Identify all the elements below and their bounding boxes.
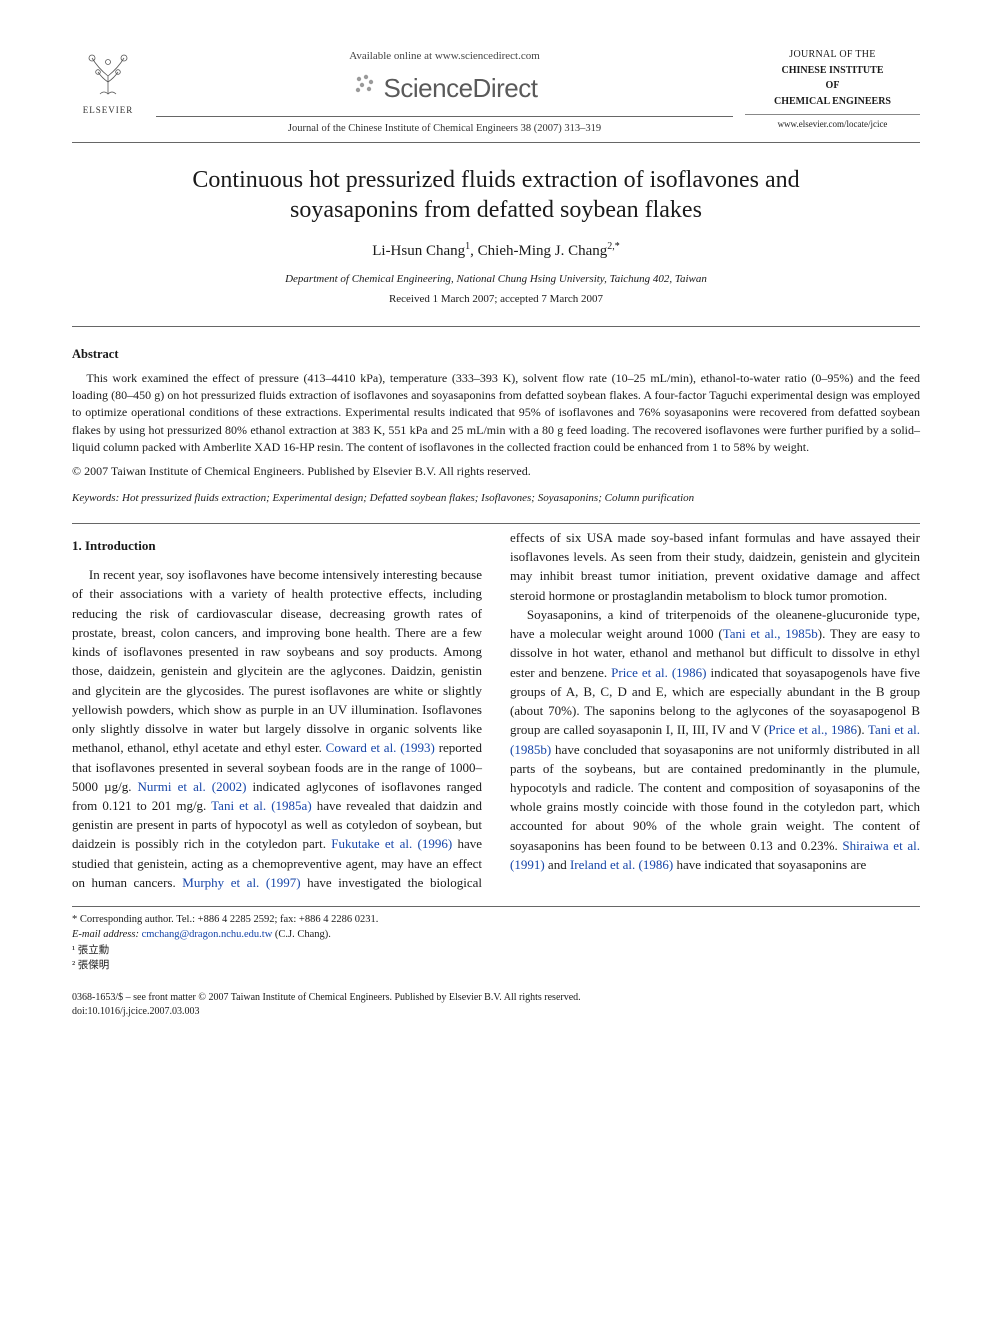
elsevier-wordmark: ELSEVIER <box>72 104 144 118</box>
sciencedirect-wordmark: ScienceDirect <box>384 69 538 108</box>
corresponding-author-note: * Corresponding author. Tel.: +886 4 228… <box>72 912 920 927</box>
affiliation: Department of Chemical Engineering, Nati… <box>72 271 920 288</box>
header-bar: ELSEVIER Available online at www.science… <box>72 48 920 136</box>
journal-box-line1: JOURNAL OF THE <box>745 48 920 62</box>
footnote-1: ¹ 張立勳 <box>72 943 920 958</box>
journal-reference: Journal of the Chinese Institute of Chem… <box>156 121 733 137</box>
authors-sep: , <box>470 243 478 259</box>
intro-p2g: have indicated that soyasaponins are <box>673 857 866 872</box>
citation-price-1986-2[interactable]: Price et al., 1986 <box>768 722 857 737</box>
abstract-text: This work examined the effect of pressur… <box>72 370 920 457</box>
citation-coward-1993[interactable]: Coward et al. (1993) <box>326 740 435 755</box>
citation-tani-1985a[interactable]: Tani et al. (1985a) <box>211 798 312 813</box>
abstract-heading: Abstract <box>72 345 920 364</box>
journal-box-rule <box>745 114 920 115</box>
sciencedirect-mark-icon <box>352 71 378 105</box>
journal-box-line2: CHINESE INSTITUTE <box>745 64 920 78</box>
abstract-block: Abstract This work examined the effect o… <box>72 345 920 481</box>
email-tail: (C.J. Chang). <box>272 929 331 940</box>
corresponding-asterisk: * <box>615 241 620 252</box>
intro-para-2: Soyasaponins, a kind of triterpenoids of… <box>510 605 920 874</box>
keywords-label: Keywords: <box>72 492 119 504</box>
article-title: Continuous hot pressurized fluids extrac… <box>132 165 860 225</box>
intro-p2d: ). <box>857 722 868 737</box>
authors-line: Li-Hsun Chang1, Chieh-Ming J. Chang2,* <box>72 239 920 263</box>
keywords-text: Hot pressurized fluids extraction; Exper… <box>119 492 694 504</box>
keywords-line: Keywords: Hot pressurized fluids extract… <box>72 490 920 507</box>
intro-p2e: have concluded that soyasaponins are not… <box>510 742 920 853</box>
journal-box-line3: OF <box>745 79 920 93</box>
article-dates: Received 1 March 2007; accepted 7 March … <box>72 291 920 308</box>
intro-p2f: and <box>545 857 570 872</box>
elsevier-tree-icon <box>72 48 144 104</box>
header-rule-top <box>156 116 733 117</box>
email-label: E-mail address: <box>72 929 139 940</box>
citation-nurmi-2002[interactable]: Nurmi et al. (2002) <box>138 779 247 794</box>
footnotes-block: * Corresponding author. Tel.: +886 4 228… <box>72 906 920 973</box>
email-line: E-mail address: cmchang@dragon.nchu.edu.… <box>72 927 920 942</box>
header-rule-bottom <box>72 142 920 143</box>
author-1: Li-Hsun Chang <box>372 243 465 259</box>
author-2-sup: 2, <box>607 241 615 252</box>
citation-fukutake-1996[interactable]: Fukutake et al. (1996) <box>331 836 452 851</box>
footer-copyright: 0368-1653/$ – see front matter © 2007 Ta… <box>72 991 920 1005</box>
journal-title-box: JOURNAL OF THE CHINESE INSTITUTE OF CHEM… <box>745 48 920 130</box>
abstract-rule-bottom <box>72 523 920 524</box>
intro-heading: 1. Introduction <box>72 536 482 555</box>
sciencedirect-logo: ScienceDirect <box>156 69 733 108</box>
citation-price-1986-1[interactable]: Price et al. (1986) <box>611 665 706 680</box>
elsevier-logo: ELSEVIER <box>72 48 144 118</box>
abstract-rule-top <box>72 326 920 327</box>
citation-ireland-1986[interactable]: Ireland et al. (1986) <box>570 857 673 872</box>
citation-murphy-1997[interactable]: Murphy et al. (1997) <box>182 875 300 890</box>
journal-url: www.elsevier.com/locate/jcice <box>745 118 920 130</box>
available-online-text: Available online at www.sciencedirect.co… <box>156 48 733 65</box>
footnote-2: ² 張傑明 <box>72 958 920 973</box>
author-2: Chieh-Ming J. Chang <box>478 243 608 259</box>
page-footer: 0368-1653/$ – see front matter © 2007 Ta… <box>72 991 920 1019</box>
citation-tani-1985b-1[interactable]: Tani et al., 1985b <box>723 626 818 641</box>
footer-doi: doi:10.1016/j.jcice.2007.03.003 <box>72 1005 920 1019</box>
body-columns: 1. Introduction In recent year, soy isof… <box>72 528 920 892</box>
abstract-copyright: © 2007 Taiwan Institute of Chemical Engi… <box>72 462 920 480</box>
email-link[interactable]: cmchang@dragon.nchu.edu.tw <box>142 929 273 940</box>
center-header: Available online at www.sciencedirect.co… <box>144 48 745 136</box>
intro-p1a: In recent year, soy isoflavones have bec… <box>72 567 482 755</box>
journal-box-line4: CHEMICAL ENGINEERS <box>745 95 920 109</box>
